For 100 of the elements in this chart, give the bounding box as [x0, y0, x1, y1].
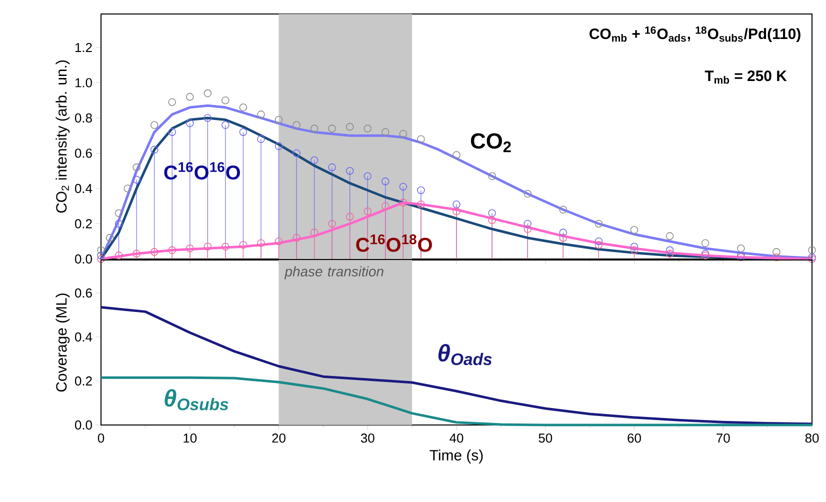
point [222, 96, 230, 104]
point [292, 149, 300, 158]
y-tick-label: 0.8 [74, 113, 92, 123]
point [417, 200, 425, 208]
point [257, 239, 265, 248]
point [346, 212, 354, 221]
point [168, 98, 176, 106]
point [222, 242, 230, 251]
y-tick-label: 0.0 [74, 254, 92, 264]
point [328, 124, 336, 132]
point [346, 122, 354, 131]
y-tick-label: 1.2 [75, 42, 92, 52]
point [417, 135, 425, 144]
point [310, 124, 318, 132]
point [399, 130, 408, 138]
point [452, 200, 460, 208]
y-tick-label: 1.0 [75, 78, 92, 88]
point [524, 220, 532, 228]
point [417, 186, 425, 194]
line-series [100, 376, 814, 426]
x-tick-label: 40 [450, 434, 464, 443]
point [594, 237, 603, 246]
point [204, 89, 212, 98]
point [452, 151, 460, 159]
point [399, 198, 408, 206]
point [737, 244, 745, 252]
point [630, 246, 638, 254]
point [559, 206, 568, 214]
point [186, 244, 194, 252]
point [524, 190, 532, 198]
point [150, 248, 158, 256]
point [114, 252, 123, 260]
point [168, 128, 176, 136]
point [666, 250, 674, 258]
series-label: C$^{16}$O$^{18}$O [356, 234, 432, 252]
point [97, 252, 105, 260]
point [701, 239, 710, 248]
point [274, 237, 283, 246]
y-tick-label: 0.6 [74, 148, 92, 158]
y-tick-label: 0.4 [74, 184, 92, 194]
point [808, 246, 816, 254]
point [257, 110, 265, 118]
point [204, 242, 212, 251]
point [666, 246, 674, 254]
x-tick-label: 70 [716, 434, 730, 443]
point [168, 246, 176, 254]
point [666, 232, 674, 240]
point [132, 163, 140, 172]
y-axis-title: CO$_{2}$ intensity (arb. un.) [56, 60, 70, 213]
y-tick-label: 0.0 [74, 420, 92, 430]
point [364, 207, 372, 216]
text: CO$_{mb}$ + $^{16}$O$_{ads}$, $^{18}$O$_{subs}$/Pd(110) [590, 26, 800, 42]
point [97, 255, 105, 263]
point [310, 228, 318, 236]
point [594, 240, 603, 249]
point [524, 225, 532, 233]
point [364, 124, 372, 132]
line-series [100, 306, 814, 426]
point [124, 184, 132, 192]
point [310, 156, 318, 164]
point [186, 119, 194, 128]
x-tick-label: 10 [184, 434, 197, 443]
point [222, 121, 230, 129]
point [630, 226, 638, 234]
point [559, 228, 568, 236]
point [452, 207, 460, 216]
y-tick-label: 0.4 [74, 332, 92, 342]
point [97, 246, 105, 254]
x-tick-label: 50 [538, 434, 552, 443]
band-label: phase transition [284, 266, 384, 280]
point [328, 163, 336, 172]
point [594, 220, 603, 228]
y-axis-title: Coverage (ML) [56, 294, 70, 392]
point [257, 135, 265, 144]
point [106, 234, 114, 242]
point [772, 248, 780, 256]
x-tick-label: 20 [272, 434, 286, 443]
point [488, 216, 496, 224]
point [274, 116, 283, 124]
point [274, 142, 283, 150]
point [328, 220, 336, 228]
point [292, 121, 300, 129]
point [150, 146, 158, 154]
point [114, 209, 123, 218]
point [382, 202, 390, 210]
point [488, 172, 496, 180]
point [132, 176, 140, 184]
point [364, 172, 372, 180]
series-label: θ$_{Osubs}$ [164, 389, 228, 410]
y-tick-label: 0.2 [74, 376, 92, 386]
y-tick-label: 0.2 [74, 219, 92, 228]
point [204, 114, 212, 122]
point [382, 178, 390, 186]
x-tick-label: 30 [360, 434, 374, 443]
y-tick-label: 0.6 [74, 288, 92, 298]
series-label: θ$_{Oads}$ [438, 344, 492, 366]
point [559, 234, 568, 242]
x-axis-title: Time (s) [430, 450, 483, 464]
point [239, 240, 248, 249]
point [150, 121, 158, 129]
